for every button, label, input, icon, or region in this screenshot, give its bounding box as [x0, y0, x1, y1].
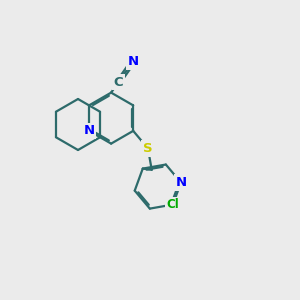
Text: N: N	[128, 55, 139, 68]
Text: S: S	[143, 142, 153, 155]
Text: N: N	[176, 176, 187, 189]
Text: N: N	[83, 124, 94, 137]
Text: Cl: Cl	[167, 198, 179, 211]
Text: C: C	[114, 76, 123, 89]
